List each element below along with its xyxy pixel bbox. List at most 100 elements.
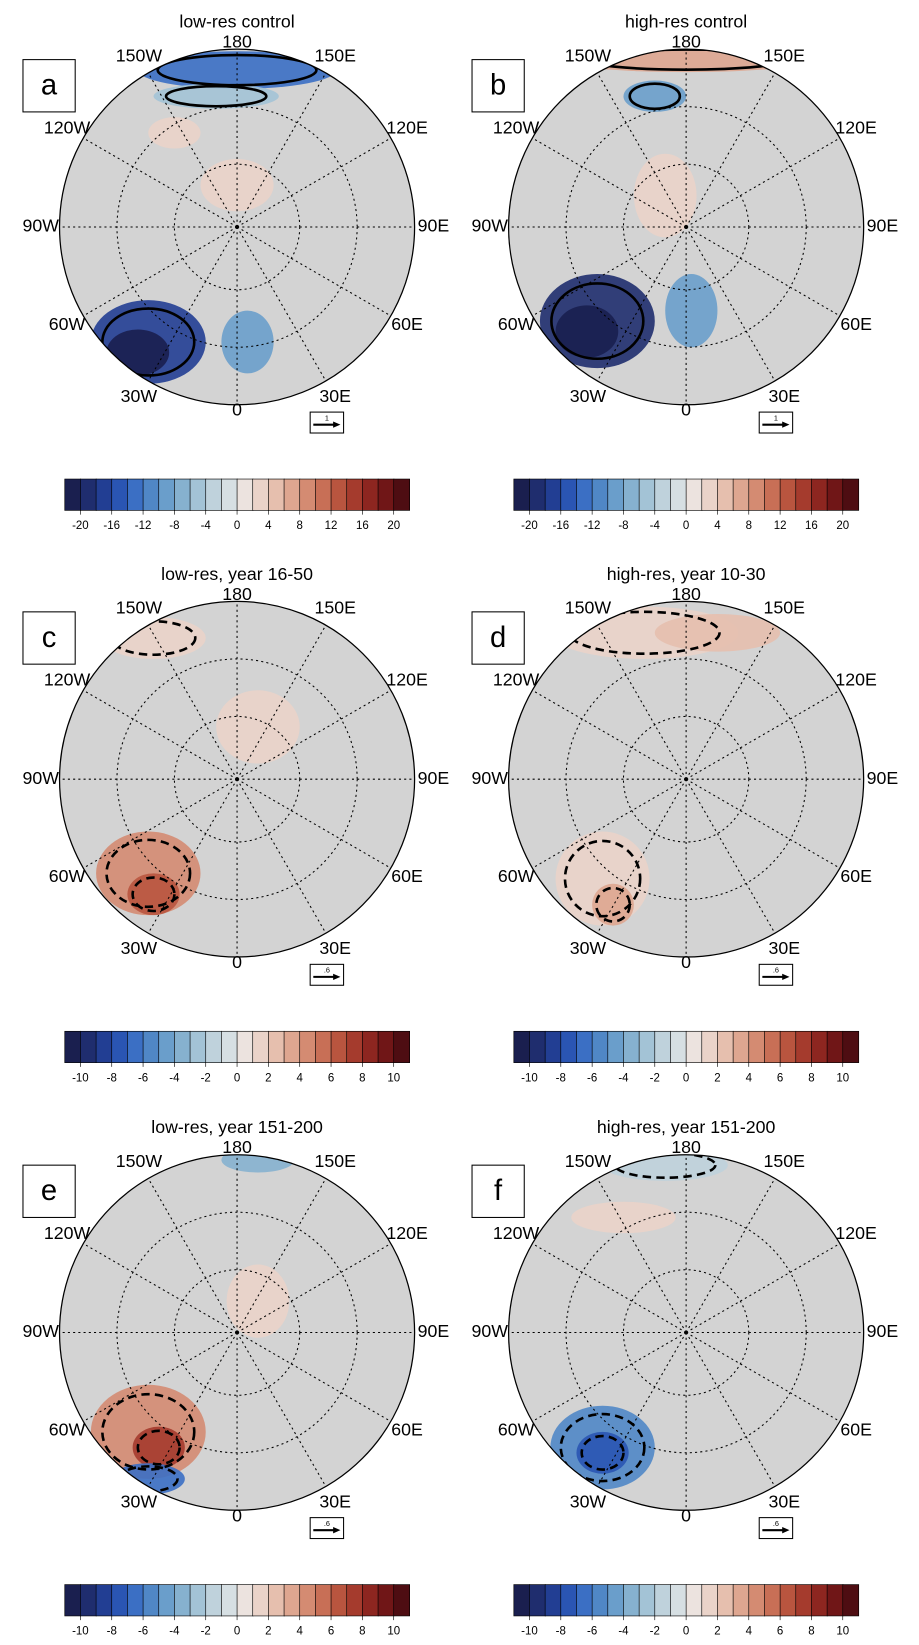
anomaly-blob [571, 1201, 676, 1234]
colorbar-tick-label: 6 [777, 1072, 783, 1084]
colorbar-swatch [315, 1584, 332, 1617]
colorbar-swatch [576, 478, 593, 511]
colorbar-tick-label: 20 [836, 520, 849, 532]
colorbar-swatch [64, 1584, 82, 1617]
contour [580, 1434, 625, 1471]
lon-label: 0 [681, 952, 691, 972]
graticule [83, 1243, 238, 1333]
lon-label: 120W [44, 670, 91, 690]
colorbar-tick-label: -10 [521, 1626, 538, 1638]
lon-label: 150E [315, 1151, 357, 1171]
lon-label: 90W [22, 1321, 59, 1341]
colorbar-swatch [377, 1030, 395, 1063]
colorbar-tick-label: 2 [265, 1072, 271, 1084]
colorbar-swatch [779, 1030, 797, 1063]
lon-label: 90E [418, 1321, 450, 1341]
panel-title: low-res, year 16-50 [161, 564, 313, 584]
colorbar-swatch [205, 478, 223, 511]
anomalies [550, 1154, 728, 1490]
panel-title: low-res control [179, 12, 294, 32]
anomaly-blob [226, 1264, 290, 1338]
colorbar-tick-label: 6 [328, 1072, 334, 1084]
panel-title: high-res, year 10-30 [607, 564, 766, 584]
colorbar-tick-label: -2 [650, 1072, 660, 1084]
colorbar-swatch [95, 1030, 113, 1063]
colorbar-swatch [811, 478, 828, 511]
colorbar-swatch [560, 1030, 578, 1063]
lon-label: 120W [44, 1223, 91, 1243]
colorbar-swatch [377, 478, 395, 511]
lon-label: 30E [768, 938, 800, 958]
contour [559, 1412, 646, 1483]
colorbar-swatch [701, 478, 719, 511]
colorbar-swatch [127, 1584, 144, 1617]
map-border [58, 1154, 416, 1511]
colorbar-tick-label: -10 [72, 1072, 89, 1084]
anomaly-blob [633, 153, 697, 238]
anomaly-blob [602, 1154, 728, 1181]
graticule [685, 72, 776, 228]
colorbar-swatch [670, 478, 687, 511]
colorbar-swatch [142, 1584, 160, 1617]
panel-letter: d [490, 622, 506, 654]
graticule [685, 1332, 841, 1422]
anomalies [96, 617, 300, 916]
lon-label: 60E [391, 866, 423, 886]
colorbar-tick-label: 10 [387, 1072, 400, 1084]
lon-label: 60E [391, 1419, 423, 1439]
colorbar-tick-label: -8 [618, 520, 628, 532]
vector-key-box [758, 411, 794, 434]
colorbar-swatch [362, 1030, 379, 1063]
graticule [596, 72, 687, 228]
colorbar-tick-label: 12 [325, 520, 338, 532]
lon-label: 180 [671, 1137, 701, 1157]
colorbar-tick-label: -6 [138, 1072, 148, 1084]
lon-label: 120E [835, 670, 877, 690]
colorbar-swatch [221, 1030, 238, 1063]
vector-key-head [333, 1527, 341, 1534]
colorbar-swatch [158, 478, 176, 511]
colorbar-tick-label: 6 [328, 1626, 334, 1638]
colorbar-swatch [362, 1584, 379, 1617]
colorbar-swatch [842, 1030, 860, 1063]
colorbar-tick-label: 6 [777, 1626, 783, 1638]
lon-label: 60E [840, 866, 872, 886]
lon-label: 90E [418, 768, 450, 788]
anomaly-blob [555, 305, 619, 358]
panel-letter: f [494, 1175, 503, 1207]
lon-label: 60W [498, 1419, 535, 1439]
colorbar-swatch [221, 478, 238, 511]
colorbar-tick-label: 0 [683, 1072, 689, 1084]
graticule [685, 137, 841, 228]
anomaly-blob [216, 690, 300, 764]
colorbar-tick-label: 4 [746, 1626, 753, 1638]
colorbar-swatch [80, 1584, 97, 1617]
colorbar-swatch [189, 1584, 207, 1617]
graticule [83, 137, 238, 228]
lon-label: 180 [222, 1137, 252, 1157]
colorbar-swatch [685, 478, 703, 511]
colorbar-swatch [315, 1030, 332, 1063]
vector-key-label: .6 [773, 1519, 779, 1528]
lon-label: 0 [681, 1505, 691, 1525]
colorbar-swatch [268, 478, 285, 511]
colorbar-tick-label: 2 [714, 1626, 720, 1638]
panel-letter: a [41, 70, 58, 102]
lon-label: 30W [121, 1491, 158, 1511]
graticule [236, 137, 392, 228]
graticule [596, 1332, 687, 1487]
vector-key-head [333, 973, 341, 981]
lon-label: 60W [49, 1419, 86, 1439]
graticule [83, 226, 238, 317]
lon-label: 150W [116, 598, 163, 618]
map-border [507, 600, 865, 958]
colorbar-swatch [95, 1584, 113, 1617]
lon-label: 120W [44, 117, 91, 137]
lon-label: 90E [418, 216, 450, 236]
colorbar-tick-label: 16 [356, 520, 369, 532]
colorbar-swatch [189, 478, 207, 511]
colorbar-swatch [393, 1584, 410, 1617]
colorbar-swatch [591, 1584, 609, 1617]
colorbar-swatch [717, 1584, 734, 1617]
colorbar-tick-label: -6 [587, 1626, 597, 1638]
